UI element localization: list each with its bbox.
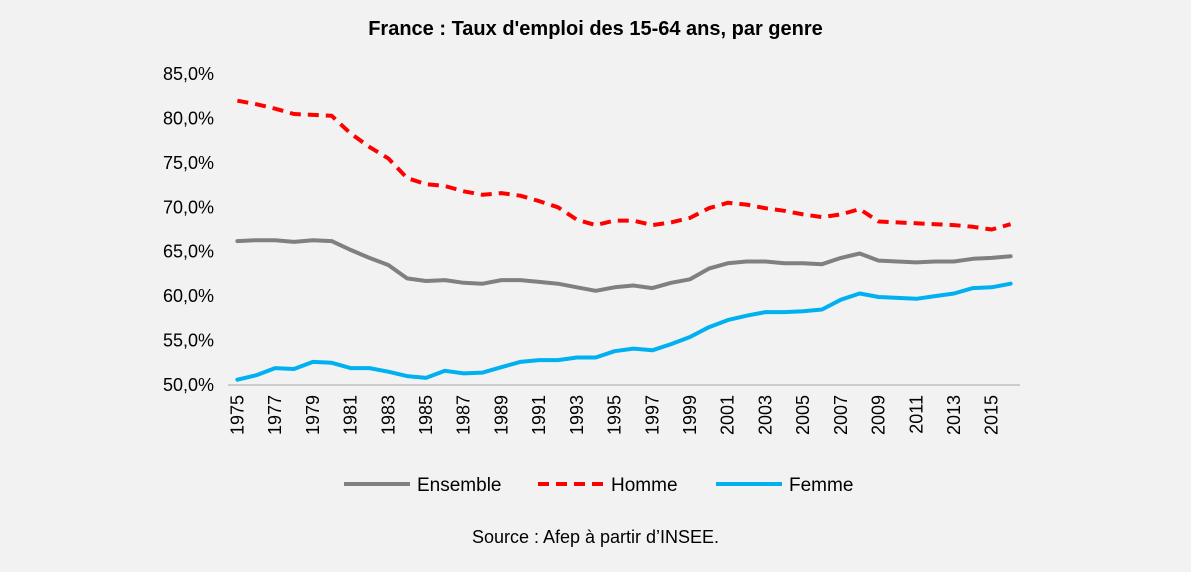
legend: Ensemble Homme Femme [344,475,853,496]
x-tick-label: 1989 [491,395,511,435]
x-tick-label: 1987 [454,395,474,435]
source-note: Source : Afep à partir d’INSEE. [471,527,720,547]
x-tick-label: 1995 [605,395,625,435]
y-tick-label: 75,0% [163,153,214,173]
y-tick-label: 60,0% [163,286,214,306]
y-tick-label: 70,0% [163,197,214,217]
chart-title: France : Taux d'emploi des 15-64 ans, pa… [368,18,823,40]
x-tick-label: 1977 [265,395,285,435]
x-tick-label: 1975 [227,395,247,435]
x-axis-ticks: 1975 1977 1979 1981 1983 1985 1987 1989 1991 1993… [227,395,1001,435]
legend-label-ensemble: Ensemble [417,475,502,496]
x-tick-label: 1983 [378,395,398,435]
y-tick-label: 65,0% [163,242,214,262]
x-tick-label: 1997 [642,395,662,435]
legend-label-femme: Femme [789,475,853,496]
series-line-ensemble [235,238,1013,293]
y-tick-label: 55,0% [163,331,214,351]
y-axis-ticks: 50,0% 55,0% 60,0% 65,0% 70,0% 75,0% 80,0% 85,0% [163,64,214,395]
x-tick-label: 2003 [755,395,775,435]
x-tick-label: 2009 [869,395,889,435]
x-tick-label: 1993 [567,395,587,435]
y-tick-label: 50,0% [163,375,214,395]
x-tick-label: 2005 [793,395,813,435]
y-tick-label: 80,0% [163,108,214,128]
x-tick-label: 2011 [906,395,926,434]
series-line-femme [235,281,1013,382]
x-tick-label: 2007 [831,395,851,435]
x-tick-label: 1991 [529,395,549,435]
y-tick-label: 85,0% [163,64,214,84]
x-tick-label: 2001 [718,395,738,435]
x-tick-label: 1999 [680,395,700,435]
series-lines [235,98,1013,382]
x-tick-label: 2015 [982,395,1002,435]
series-line-homme [237,98,1012,232]
x-tick-label: 1979 [303,395,323,435]
x-tick-label: 2013 [944,395,964,435]
x-tick-label: 1981 [341,395,361,435]
legend-label-homme: Homme [611,475,678,496]
x-tick-label: 1985 [416,395,436,435]
